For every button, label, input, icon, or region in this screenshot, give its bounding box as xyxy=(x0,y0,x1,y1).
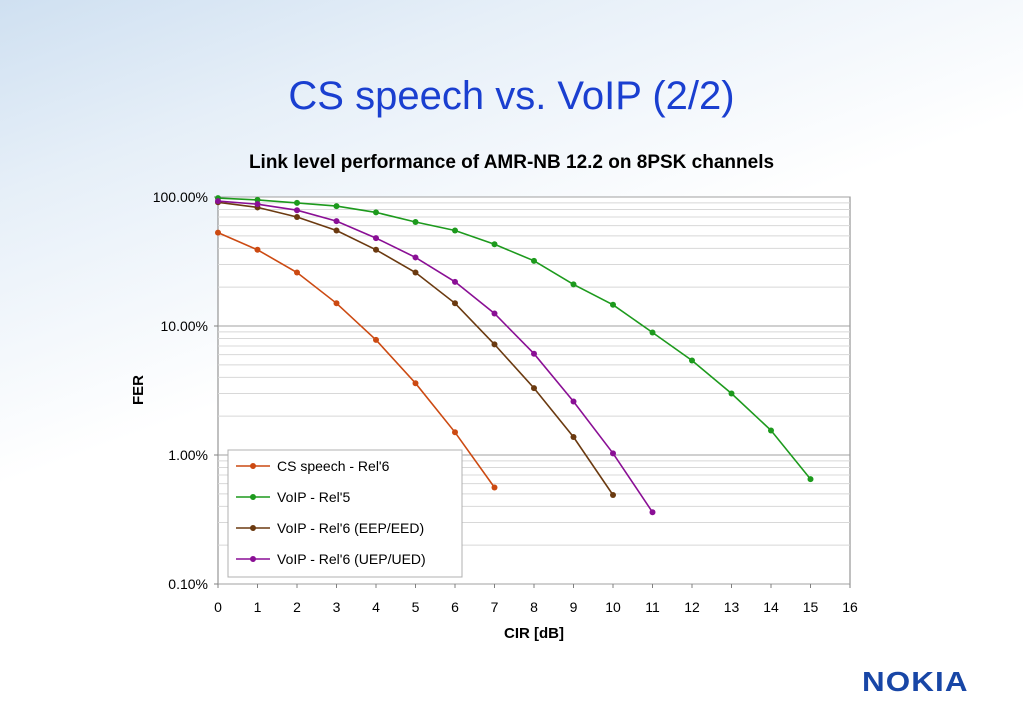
y-axis-label: FER xyxy=(130,375,147,405)
data-point xyxy=(254,246,261,253)
data-point xyxy=(412,269,419,276)
data-point xyxy=(570,433,577,440)
data-point xyxy=(452,278,458,285)
legend-entry-label: VoIP - Rel'5 xyxy=(277,489,350,505)
legend-entry-label: CS speech - Rel'6 xyxy=(277,458,390,474)
axes: 100.00%10.00%1.00%0.10%0 1 2 3 4 5 6 7 8 9 10 11 12 1… xyxy=(153,189,858,615)
data-point xyxy=(294,269,300,276)
x-tick-label: 5 xyxy=(412,599,420,615)
data-point xyxy=(412,380,419,387)
nokia-logo: NOKIA xyxy=(862,666,969,697)
data-point xyxy=(649,509,656,516)
x-tick-label: 1 xyxy=(254,599,262,615)
x-tick-label: 11 xyxy=(645,599,660,615)
x-tick-label: 9 xyxy=(570,599,578,615)
x-tick-label: 16 xyxy=(842,599,858,615)
data-point xyxy=(768,427,774,434)
x-tick-label: 15 xyxy=(803,599,819,615)
data-point xyxy=(491,310,498,317)
series-line-4 xyxy=(217,200,654,513)
data-point xyxy=(254,201,261,208)
x-tick-label: 10 xyxy=(605,599,621,615)
y-tick-label: 10.00% xyxy=(161,318,208,334)
data-point xyxy=(452,300,458,307)
x-tick-label: 2 xyxy=(293,599,301,615)
data-point xyxy=(333,227,340,234)
data-point xyxy=(491,341,498,348)
data-point xyxy=(373,209,379,216)
x-tick-label: 8 xyxy=(530,599,538,615)
data-point xyxy=(412,254,419,261)
series-group xyxy=(215,195,814,516)
x-tick-label: 6 xyxy=(451,599,459,615)
legend-box xyxy=(227,449,463,578)
series-line-2 xyxy=(217,197,812,480)
data-point xyxy=(373,246,379,253)
y-tick-label: 100.00% xyxy=(153,189,208,205)
data-point xyxy=(412,219,419,226)
legend-swatch-marker xyxy=(250,494,256,500)
data-point xyxy=(531,385,537,392)
x-tick-label: 13 xyxy=(724,599,740,615)
series-line-1 xyxy=(217,231,496,488)
data-point xyxy=(294,207,300,214)
legend-entry-label: VoIP - Rel'6 (EEP/EED) xyxy=(277,520,424,536)
data-point xyxy=(215,229,221,236)
data-point xyxy=(373,336,379,343)
x-tick-label: 4 xyxy=(372,599,380,615)
x-tick-label: 14 xyxy=(763,599,779,615)
data-point xyxy=(333,300,340,307)
chart-title: Link level performance of AMR-NB 12.2 on… xyxy=(248,152,775,173)
data-point xyxy=(491,241,498,248)
data-point xyxy=(570,398,577,405)
data-point xyxy=(610,301,616,308)
legend: CS speech - Rel'6 VoIP - Rel'5 VoIP - Rel'… xyxy=(227,449,463,578)
y-tick-label: 0.10% xyxy=(168,576,208,592)
data-point xyxy=(689,357,695,364)
data-point xyxy=(728,390,735,397)
data-point xyxy=(333,218,340,225)
data-point xyxy=(807,476,814,483)
slide-title: CS speech vs. VoIP (2/2) xyxy=(288,74,735,118)
legend-swatch-marker xyxy=(250,463,256,469)
x-tick-label: 7 xyxy=(491,599,499,615)
data-point xyxy=(610,450,616,457)
y-tick-label: 1.00% xyxy=(168,447,208,463)
data-point xyxy=(373,235,379,242)
data-point xyxy=(452,227,458,234)
x-tick-label: 3 xyxy=(333,599,341,615)
x-tick-label: 12 xyxy=(684,599,700,615)
data-point xyxy=(570,281,577,288)
data-point xyxy=(531,257,537,264)
data-point xyxy=(294,213,300,220)
x-axis-label: CIR [dB] xyxy=(504,625,564,642)
legend-swatch-marker xyxy=(250,525,256,531)
data-point xyxy=(333,203,340,210)
data-point xyxy=(452,429,458,436)
legend-swatch-marker xyxy=(250,556,256,562)
legend-entry-label: VoIP - Rel'6 (UEP/UED) xyxy=(277,551,426,567)
data-point xyxy=(215,198,221,205)
data-point xyxy=(649,329,656,336)
x-tick-label: 0 xyxy=(214,599,222,615)
data-point xyxy=(294,199,300,206)
data-point xyxy=(531,350,537,357)
data-point xyxy=(491,484,498,491)
data-point xyxy=(254,196,261,203)
data-point xyxy=(610,491,616,498)
